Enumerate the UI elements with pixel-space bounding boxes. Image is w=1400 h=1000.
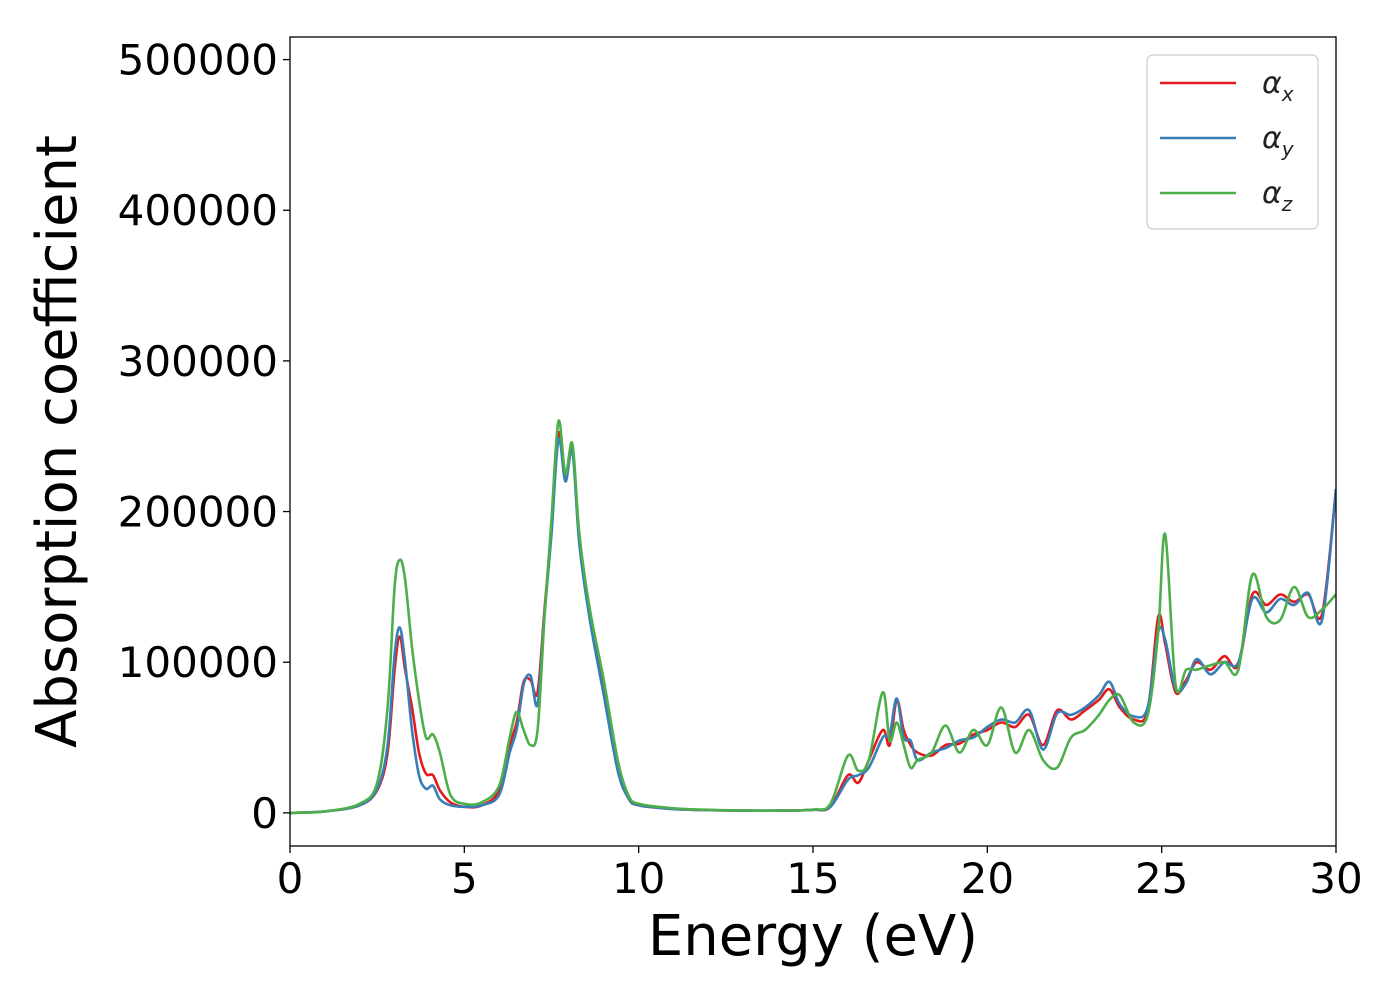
series-line-z: [290, 419, 1336, 815]
y-tick-label: 400000: [118, 186, 278, 235]
legend-label-symbol: α: [1262, 66, 1282, 101]
legend-label-subscript: y: [1281, 137, 1295, 161]
legend-box: [1146, 54, 1319, 230]
legend-label-subscript: x: [1281, 82, 1294, 106]
legend-label-z: αz: [1262, 176, 1293, 216]
series-line-y: [290, 437, 1336, 815]
y-tick-label: 300000: [118, 337, 278, 386]
x-tick-label: 10: [612, 854, 665, 903]
x-tick-label: 25: [1135, 854, 1188, 903]
legend-label-symbol: α: [1262, 121, 1282, 156]
x-tick-label: 5: [451, 854, 478, 903]
x-tick-label: 15: [786, 854, 839, 903]
y-tick-label: 200000: [118, 488, 278, 537]
y-tick-label: 500000: [118, 36, 278, 85]
x-tick-label: 20: [961, 854, 1014, 903]
y-tick-label: 0: [251, 789, 278, 838]
legend-label-symbol: α: [1262, 176, 1282, 211]
x-tick-label: 30: [1309, 854, 1362, 903]
y-tick-label: 100000: [118, 638, 278, 687]
x-tick-label: 0: [277, 854, 304, 903]
x-axis: 0 5 10 15 20 25 30: [277, 846, 1363, 903]
series-layer: [290, 419, 1336, 815]
y-axis-title: Absorption coefficient: [25, 135, 90, 748]
legend-label-x: αx: [1262, 66, 1294, 106]
y-axis: 0 100000 200000 300000 400000 500000: [118, 36, 290, 838]
legend-label-y: αy: [1262, 121, 1295, 161]
x-axis-title: Energy (eV): [648, 904, 978, 969]
legend-label-subscript: z: [1281, 192, 1293, 216]
series-line-x: [290, 431, 1336, 815]
